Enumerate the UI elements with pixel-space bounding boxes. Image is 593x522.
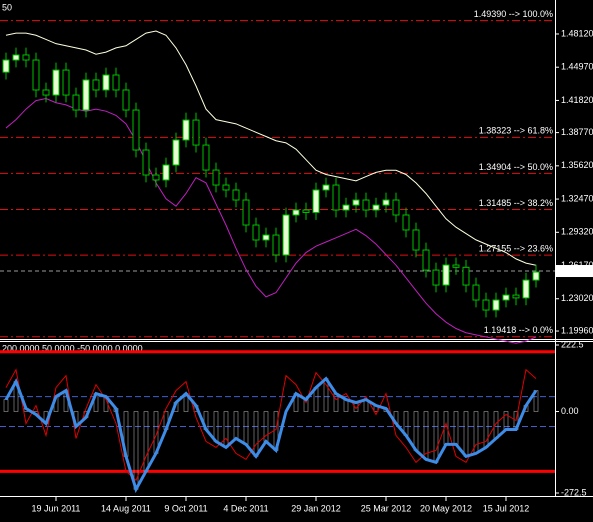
y-tick-label: 1.29320: [561, 227, 593, 237]
candle-body: [392, 199, 400, 216]
band-line: [5, 30, 537, 266]
candle-body: [172, 139, 180, 166]
candle-body: [2, 59, 10, 73]
candle-body: [162, 164, 170, 181]
candle-body: [452, 264, 460, 268]
candle-body: [72, 94, 80, 111]
indicator-line: [5, 368, 537, 482]
chart-title: 50: [2, 2, 12, 12]
candle-body: [142, 149, 150, 176]
candle-body: [272, 234, 280, 256]
candle-body: [262, 234, 270, 241]
y-tick-label: 1.32470: [561, 193, 593, 203]
candle-body: [422, 249, 430, 271]
candle-body: [182, 119, 190, 141]
y-tick-label: 1.23020: [561, 293, 593, 303]
y-tick-label: 1.41820: [561, 95, 593, 105]
candle-body: [62, 69, 70, 96]
y-tick-label: 1.19960: [561, 325, 593, 335]
candle-body: [242, 199, 250, 226]
y-tick-label: 1.35620: [561, 160, 593, 170]
candle-body: [222, 184, 230, 191]
fib-label: 1.38323 --> 61.8%: [479, 126, 553, 136]
fib-label: 1.27155 --> 23.6%: [479, 244, 553, 254]
candle-body: [352, 199, 360, 206]
candle-body: [292, 209, 300, 216]
candle-body: [212, 169, 220, 186]
band-line: [5, 98, 537, 344]
fib-label: 1.19418 --> 0.0%: [484, 325, 553, 335]
y-tick-label: -272.5: [561, 487, 587, 497]
candle-body: [192, 119, 200, 146]
current-price-box: [556, 265, 593, 278]
candle-body: [322, 184, 330, 191]
candle-body: [472, 284, 480, 301]
candle-body: [32, 59, 40, 91]
candle-body: [512, 294, 520, 299]
indicator-levels: 200.0000 50.0000 -50.0000 0.0000: [2, 343, 143, 353]
candle-body: [132, 109, 140, 151]
x-tick-label: 14 Aug 2011: [101, 503, 151, 513]
fib-label: 1.34904 --> 50.0%: [479, 162, 553, 172]
candle-body: [102, 74, 110, 91]
candle-body: [362, 199, 370, 211]
candle-body: [282, 214, 290, 256]
candle-body: [432, 269, 440, 286]
candle-body: [402, 214, 410, 231]
x-tick-label: 15 Jul 2012: [483, 503, 530, 513]
fib-label: 1.49390 --> 100.0%: [474, 9, 553, 19]
candle-body: [202, 144, 210, 171]
candle-body: [342, 204, 350, 211]
candle-body: [502, 294, 510, 301]
candle-body: [482, 299, 490, 311]
candle-body: [42, 89, 50, 96]
x-tick-label: 29 Jan 2012: [291, 503, 341, 513]
candle-body: [92, 79, 100, 91]
candle-body: [12, 54, 20, 61]
x-tick-label: 4 Dec 2011: [223, 503, 268, 513]
candle-body: [442, 264, 450, 286]
candle-body: [522, 279, 530, 299]
candle-body: [232, 189, 240, 201]
x-tick-label: 25 Mar 2012: [361, 503, 412, 513]
x-tick-label: 20 May 2012: [420, 503, 472, 513]
fib-label: 1.31485 --> 38.2%: [479, 198, 553, 208]
y-tick-label: 1.38770: [561, 127, 593, 137]
candle-body: [122, 89, 130, 111]
candle-body: [302, 209, 310, 213]
current-price-label: 1.25650: [559, 265, 592, 275]
x-tick-label: 19 Jun 2011: [32, 503, 81, 513]
candle-body: [252, 224, 260, 241]
y-tick-label: 1.26170: [561, 260, 593, 270]
candle-body: [372, 204, 380, 211]
candle-body: [22, 54, 30, 61]
candle-body: [52, 69, 60, 96]
candle-body: [312, 189, 320, 213]
y-tick-label: 222.5: [561, 339, 584, 349]
candle-body: [492, 299, 500, 311]
y-tick-label: 1.44970: [561, 62, 593, 72]
candle-body: [152, 174, 160, 181]
candle-body: [382, 199, 390, 206]
candle-body: [112, 74, 120, 91]
candle-body: [332, 184, 340, 211]
candle-body: [532, 271, 540, 281]
candle-body: [412, 229, 420, 251]
x-tick-label: 9 Oct 2011: [164, 503, 207, 513]
y-tick-label: 0.00: [561, 406, 579, 416]
y-tick-label: 1.48120: [561, 28, 593, 38]
candle-body: [82, 79, 90, 111]
candle-body: [462, 266, 470, 286]
indicator-line: [4, 376, 538, 494]
